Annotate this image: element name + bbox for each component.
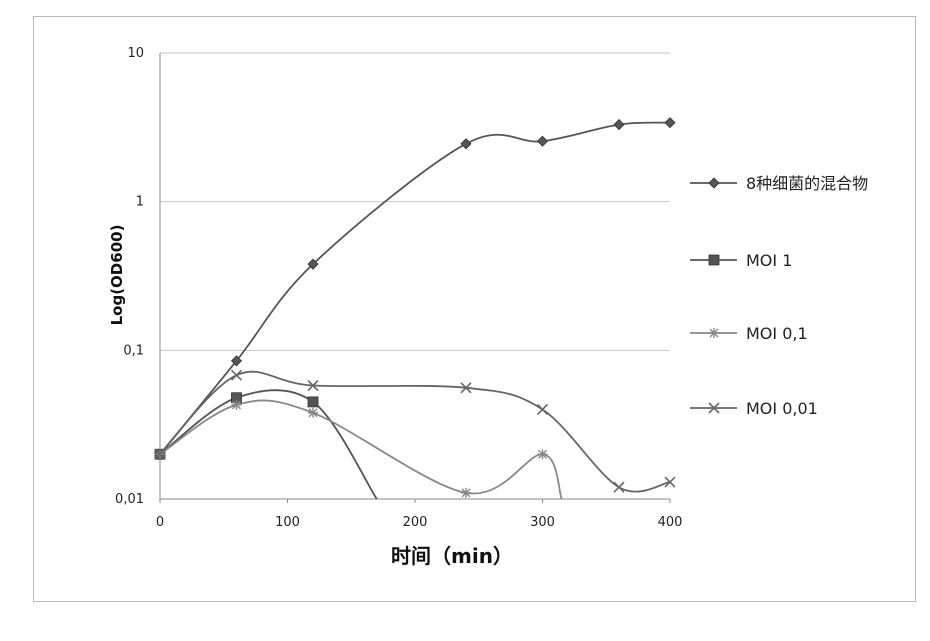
- x-tick-labels: 0 100 200 300 400: [156, 499, 683, 530]
- x-axis-title: 时间（min）: [391, 544, 513, 568]
- series-group: [155, 118, 675, 499]
- legend-marker: [709, 255, 719, 265]
- data-point: [538, 404, 548, 414]
- plot-area: [160, 53, 670, 499]
- series-3: [155, 400, 562, 499]
- grid-lines: [160, 53, 670, 499]
- legend-item: MOI 1: [690, 251, 792, 270]
- legend-item: 8种细菌的混合物: [690, 174, 868, 193]
- data-point: [614, 482, 624, 492]
- data-point: [614, 120, 624, 130]
- series-line: [160, 372, 670, 492]
- legend-marker: [709, 328, 719, 338]
- legend-label: MOI 1: [746, 251, 792, 270]
- x-tick-label: 300: [530, 515, 555, 530]
- data-point: [461, 139, 471, 149]
- y-tick-label: 0,1: [123, 343, 144, 358]
- legend-item: MOI 0,1: [690, 324, 808, 343]
- series-2: [155, 390, 377, 499]
- data-point: [232, 370, 242, 380]
- legend-item: MOI 0,01: [690, 399, 818, 418]
- x-tick-label: 0: [156, 515, 164, 530]
- data-point: [308, 408, 318, 418]
- legend-label: MOI 0,01: [746, 399, 818, 418]
- data-point: [308, 397, 318, 407]
- y-tick-label: 10: [127, 46, 144, 61]
- data-point: [232, 400, 242, 410]
- x-tick-label: 100: [275, 515, 300, 530]
- data-point: [665, 118, 675, 128]
- y-tick-label: 0,01: [115, 492, 144, 507]
- data-point: [461, 488, 471, 498]
- y-tick-label: 1: [136, 195, 144, 210]
- data-point: [538, 136, 548, 146]
- legend: 8种细菌的混合物 MOI 1 MOI 0,1 MOI 0,01: [690, 174, 868, 418]
- x-tick-label: 200: [403, 515, 428, 530]
- series-line: [160, 400, 562, 499]
- legend-marker: [709, 178, 719, 188]
- legend-label: 8种细菌的混合物: [746, 174, 868, 193]
- y-axis-title: Log(OD600): [108, 225, 126, 326]
- series-line: [160, 390, 377, 499]
- legend-label: MOI 0,1: [746, 324, 808, 343]
- x-tick-label: 400: [658, 515, 683, 530]
- series-4: [155, 370, 675, 492]
- data-point: [538, 449, 548, 459]
